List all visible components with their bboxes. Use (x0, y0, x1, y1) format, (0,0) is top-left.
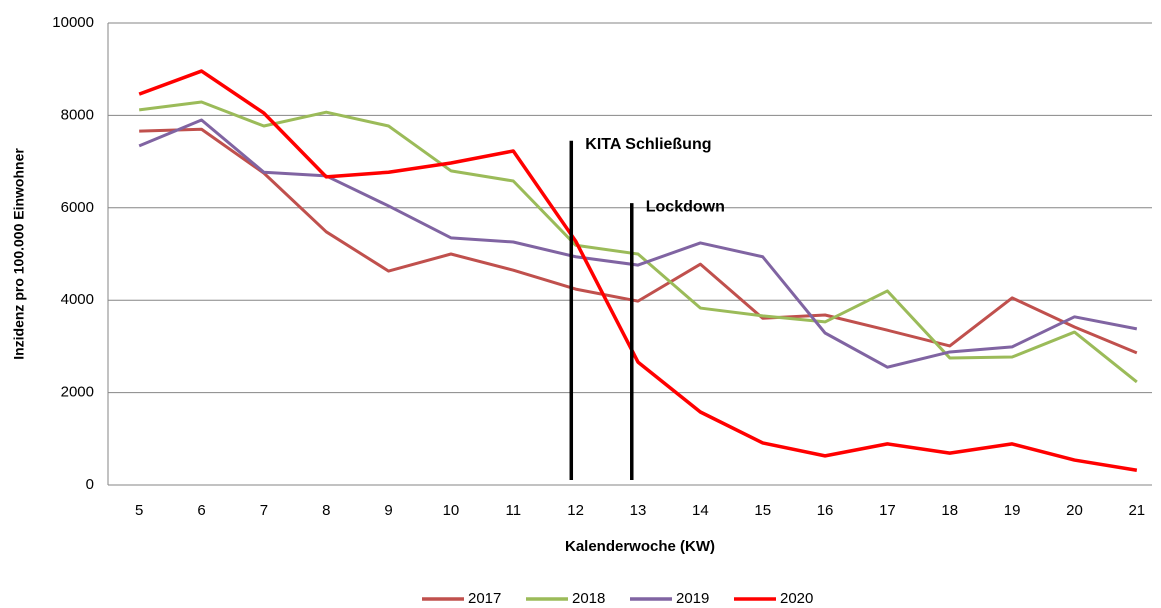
y-tick-label: 8000 (61, 106, 94, 123)
annotation-label: Lockdown (646, 198, 725, 215)
legend-label: 2018 (572, 590, 605, 607)
series-line (138, 69, 1138, 472)
x-tick-label: 19 (1004, 502, 1021, 519)
legend-label: 2019 (676, 590, 709, 607)
series-line (139, 127, 1138, 355)
x-tick-label: 17 (879, 502, 896, 519)
x-axis-label: Kalenderwoche (KW) (565, 538, 715, 555)
y-axis-label: Inzidenz pro 100.000 Einwohner (11, 148, 27, 360)
y-tick-label: 6000 (61, 199, 94, 216)
x-tick-label: 15 (754, 502, 771, 519)
x-tick-label: 14 (692, 502, 709, 519)
legend-label: 2017 (468, 590, 501, 607)
x-tick-label: 5 (135, 502, 143, 519)
x-tick-label: 6 (197, 502, 205, 519)
x-tick-label: 9 (384, 502, 392, 519)
legend-label: 2020 (780, 590, 813, 607)
series-line (138, 100, 1138, 384)
x-tick-label: 10 (443, 502, 460, 519)
x-tick-label: 11 (506, 502, 522, 519)
annotation-label: KITA Schließung (585, 136, 711, 153)
x-tick-label: 7 (260, 502, 268, 519)
y-tick-label: 0 (86, 476, 94, 493)
y-tick-label: 2000 (61, 384, 94, 401)
series-line (138, 118, 1138, 369)
x-tick-label: 13 (630, 502, 647, 519)
x-tick-label: 20 (1066, 502, 1083, 519)
y-tick-label: 4000 (61, 291, 94, 308)
y-tick-label: 10000 (52, 14, 94, 31)
x-tick-label: 21 (1128, 502, 1145, 519)
x-tick-label: 16 (817, 502, 834, 519)
x-tick-label: 18 (941, 502, 958, 519)
x-tick-label: 12 (567, 502, 584, 519)
x-tick-label: 8 (322, 502, 330, 519)
